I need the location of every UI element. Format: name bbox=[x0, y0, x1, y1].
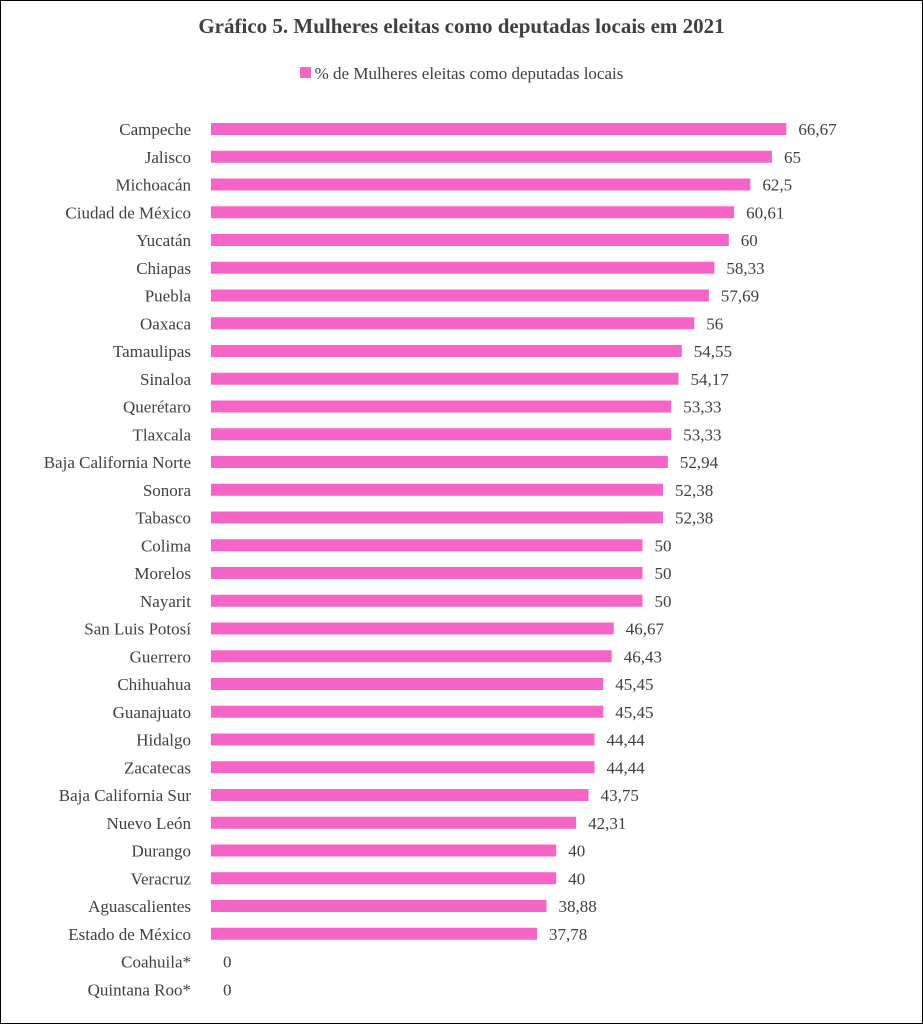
category-label: Nayarit bbox=[140, 592, 191, 611]
bar bbox=[211, 400, 672, 413]
data-label: 40 bbox=[568, 869, 585, 888]
category-label: Colima bbox=[141, 536, 192, 555]
data-label: 56 bbox=[706, 314, 723, 333]
bar bbox=[211, 372, 679, 385]
category-label: Baja California Sur bbox=[59, 786, 192, 805]
category-label: Michoacán bbox=[115, 176, 191, 195]
bar bbox=[211, 178, 751, 191]
category-label: Sonora bbox=[143, 481, 192, 500]
data-label: 50 bbox=[655, 536, 672, 555]
bar bbox=[211, 789, 589, 801]
data-label: 43,75 bbox=[601, 786, 639, 805]
category-label: Tabasco bbox=[136, 509, 191, 528]
category-label: Tlaxcala bbox=[132, 425, 191, 444]
category-label: Coahuila* bbox=[121, 953, 191, 972]
category-label: Nuevo León bbox=[106, 814, 191, 833]
bar bbox=[211, 705, 604, 718]
data-label: 60,61 bbox=[746, 203, 784, 222]
category-label: Estado de México bbox=[68, 925, 191, 944]
data-label: 57,69 bbox=[721, 287, 759, 306]
data-label: 60 bbox=[741, 231, 758, 250]
bar bbox=[211, 261, 715, 274]
data-label: 46,67 bbox=[626, 620, 665, 639]
bar bbox=[211, 844, 557, 857]
category-label: Ciudad de México bbox=[65, 203, 191, 222]
data-label: 0 bbox=[223, 980, 232, 999]
bar bbox=[211, 317, 695, 330]
legend-label: % de Mulheres eleitas como deputadas loc… bbox=[314, 64, 624, 83]
data-label: 52,38 bbox=[675, 509, 713, 528]
data-label: 38,88 bbox=[559, 897, 597, 916]
category-label: Guanajuato bbox=[113, 703, 191, 722]
category-label: San Luis Potosí bbox=[84, 620, 191, 639]
chart-title: Gráfico 5. Mulheres eleitas como deputad… bbox=[198, 14, 725, 38]
data-label: 44,44 bbox=[607, 758, 646, 777]
bar bbox=[211, 594, 643, 607]
bar bbox=[211, 678, 604, 690]
category-label: Quintana Roo* bbox=[88, 980, 191, 999]
category-label: Aguascalientes bbox=[88, 897, 191, 916]
bar bbox=[211, 761, 595, 774]
data-label: 45,45 bbox=[615, 703, 653, 722]
bar bbox=[211, 816, 577, 829]
data-label: 44,44 bbox=[607, 731, 646, 750]
data-label: 66,67 bbox=[798, 120, 837, 139]
category-label: Yucatán bbox=[136, 231, 191, 250]
category-label: Morelos bbox=[134, 564, 191, 583]
data-label: 40 bbox=[568, 842, 585, 861]
data-label: 58,33 bbox=[726, 259, 764, 278]
bar bbox=[211, 483, 664, 496]
category-label: Campeche bbox=[119, 120, 191, 139]
data-label: 45,45 bbox=[615, 675, 653, 694]
data-label: 0 bbox=[223, 953, 232, 972]
bar bbox=[211, 872, 557, 885]
category-label: Durango bbox=[132, 842, 191, 861]
bar bbox=[211, 567, 643, 579]
bar bbox=[211, 234, 729, 246]
bar bbox=[211, 927, 538, 940]
bar bbox=[211, 539, 643, 552]
data-label: 37,78 bbox=[549, 925, 587, 944]
data-label: 42,31 bbox=[588, 814, 626, 833]
bar bbox=[211, 622, 614, 635]
category-label: Guerrero bbox=[130, 647, 191, 666]
bar bbox=[211, 733, 595, 746]
category-label: Tamaulipas bbox=[113, 342, 191, 361]
data-label: 52,38 bbox=[675, 481, 713, 500]
legend-swatch bbox=[299, 67, 311, 78]
bar bbox=[211, 150, 772, 163]
bar bbox=[211, 456, 668, 468]
category-label: Querétaro bbox=[123, 398, 191, 417]
bar bbox=[211, 345, 682, 357]
category-label: Oaxaca bbox=[140, 314, 191, 333]
bar bbox=[211, 511, 664, 524]
category-label: Zacatecas bbox=[124, 758, 191, 777]
data-label: 65 bbox=[784, 148, 801, 167]
data-label: 54,55 bbox=[694, 342, 732, 361]
category-label: Puebla bbox=[145, 287, 192, 306]
legend: % de Mulheres eleitas como deputadas loc… bbox=[0, 64, 923, 84]
data-label: 54,17 bbox=[690, 370, 729, 389]
data-label: 52,94 bbox=[680, 453, 719, 472]
bar bbox=[211, 900, 547, 912]
category-label: Chiapas bbox=[136, 259, 191, 278]
data-label: 46,43 bbox=[624, 647, 662, 666]
category-label: Jalisco bbox=[145, 148, 191, 167]
category-label: Veracruz bbox=[131, 869, 192, 888]
bar bbox=[211, 289, 709, 302]
category-label: Sinaloa bbox=[140, 370, 191, 389]
bar bbox=[211, 428, 672, 441]
category-label: Hidalgo bbox=[136, 731, 191, 750]
data-label: 50 bbox=[655, 564, 672, 583]
data-label: 62,5 bbox=[762, 176, 792, 195]
data-label: 53,33 bbox=[683, 425, 721, 444]
data-label: 50 bbox=[655, 592, 672, 611]
bar bbox=[211, 123, 787, 135]
bar bbox=[211, 650, 612, 663]
category-label: Baja California Norte bbox=[44, 453, 191, 472]
data-label: 53,33 bbox=[683, 398, 721, 417]
bar bbox=[211, 206, 735, 219]
category-label: Chihuahua bbox=[117, 675, 191, 694]
